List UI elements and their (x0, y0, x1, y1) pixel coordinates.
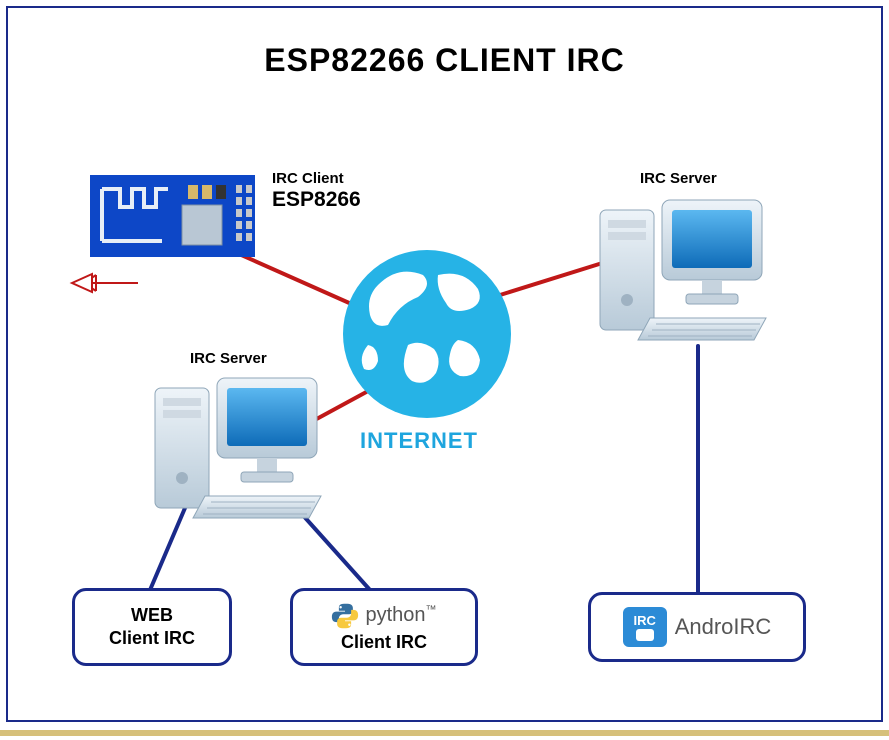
esp8266-module (90, 175, 255, 257)
androirc-client-box: IRC AndroIRC (588, 592, 806, 662)
server-right-icon (590, 180, 770, 350)
web-client-box: WEB Client IRC (72, 588, 232, 666)
python-client-line2: Client IRC (341, 632, 427, 653)
androirc-badge-text: IRC (634, 614, 656, 627)
androirc-badge-icon: IRC (623, 607, 667, 647)
diagram-title: ESP82266 CLIENT IRC (0, 42, 889, 79)
internet-label: INTERNET (360, 428, 478, 454)
python-logo-icon (331, 602, 359, 630)
python-client-box: python™ Client IRC (290, 588, 478, 666)
esp-label-big: ESP8266 (272, 188, 361, 212)
esp-label-small: IRC Client (272, 170, 344, 187)
androirc-brand-text: AndroIRC (675, 614, 772, 640)
web-client-line1: WEB (131, 605, 173, 626)
bottom-accent (0, 730, 889, 736)
arrow-icon (66, 272, 146, 294)
python-brand: python (365, 604, 425, 626)
web-client-line2: Client IRC (109, 628, 195, 649)
server-left-icon (145, 358, 325, 528)
python-brand-text: python™ (365, 604, 436, 627)
python-tm: ™ (426, 604, 437, 616)
internet-globe-icon (338, 245, 516, 423)
